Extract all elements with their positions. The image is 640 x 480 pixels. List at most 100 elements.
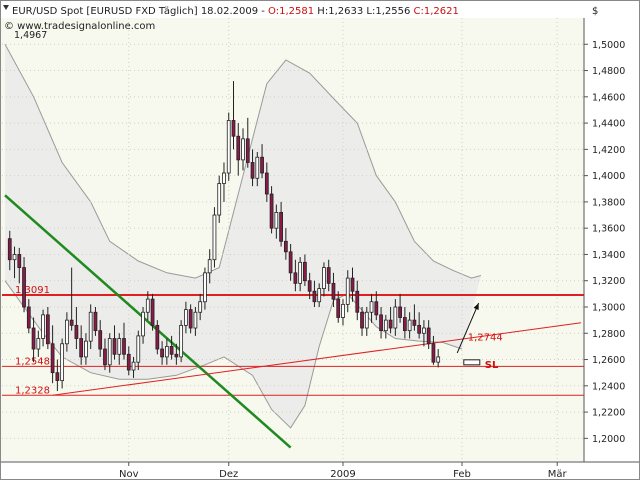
- close-label: C:: [410, 6, 424, 17]
- y-tick-label: 1,4200: [592, 145, 625, 156]
- candle-body: [355, 290, 360, 313]
- candle-body: [279, 212, 283, 242]
- symbol-label: EUR/USD Spot [EURUSD FXD Täglich] 18.02.…: [12, 6, 268, 17]
- y-tick-label: 1,3000: [592, 302, 625, 313]
- level-label: 1,2548: [15, 356, 50, 367]
- candle-body: [17, 254, 22, 268]
- candle-body: [188, 309, 193, 329]
- y-tick-label: 1,4800: [592, 66, 625, 77]
- high-value: 1,2633: [328, 6, 363, 17]
- candle-body: [369, 301, 374, 313]
- candle-body: [145, 298, 150, 313]
- candle-body: [88, 311, 93, 342]
- candle-body: [426, 327, 431, 345]
- level-label: 1,3091: [15, 285, 50, 296]
- candle-body: [436, 356, 441, 363]
- candle-body: [245, 138, 250, 163]
- candle-body: [331, 282, 336, 300]
- candle-body: [303, 261, 307, 282]
- low-value: 1,2556: [375, 6, 410, 17]
- candle-body: [193, 311, 198, 329]
- y-tick-label: 1,2000: [592, 434, 625, 445]
- candle-body: [226, 120, 231, 174]
- candle-body: [141, 311, 145, 337]
- candle-body: [126, 353, 131, 371]
- x-tick-label: Dez: [219, 469, 238, 480]
- candle-body: [79, 338, 84, 358]
- candle-body: [231, 120, 236, 137]
- price-annotation: 1,2744: [468, 333, 503, 344]
- candle-body: [422, 327, 426, 334]
- candle-body: [36, 338, 41, 350]
- forecast-arrow-head-icon: [473, 303, 479, 311]
- y-tick-label: 1,2400: [592, 381, 625, 392]
- candle-body: [393, 306, 398, 329]
- candle-body: [322, 267, 326, 290]
- candle-body: [298, 261, 303, 284]
- candle-body: [255, 156, 260, 179]
- candle-body: [402, 317, 407, 332]
- candle-body: [7, 238, 12, 261]
- close-value: 1,2621: [424, 6, 459, 17]
- candle-body: [12, 254, 17, 261]
- y-tick-label: 1,4600: [592, 92, 625, 103]
- candle-body: [179, 324, 184, 358]
- y-tick-label: 1,2800: [592, 329, 625, 340]
- candle-body: [260, 156, 264, 174]
- candle-body: [250, 162, 255, 179]
- candle-body: [293, 272, 298, 284]
- x-tick-label: 2009: [330, 469, 355, 480]
- candle-body: [174, 353, 179, 358]
- candle-body: [26, 306, 31, 329]
- stop-loss-label: SL: [485, 360, 499, 371]
- candle-body: [198, 301, 203, 313]
- candle-body: [45, 314, 50, 345]
- candle-body: [326, 267, 331, 284]
- candle-body: [412, 319, 417, 326]
- y-tick-label: 1,3600: [592, 224, 625, 235]
- candle-body: [379, 314, 383, 332]
- candle-body: [131, 361, 136, 371]
- candle-body: [417, 324, 422, 334]
- candle-body: [431, 343, 436, 363]
- y-tick-label: 1,3200: [592, 276, 625, 287]
- open-value: 1,2581: [279, 6, 314, 17]
- candle-body: [212, 214, 217, 261]
- candle-body: [288, 251, 293, 274]
- candle-body: [283, 240, 288, 253]
- candle-body: [203, 272, 207, 303]
- candle-body: [269, 193, 274, 229]
- candle-body: [65, 319, 69, 345]
- candle-body: [31, 327, 36, 350]
- chart-menu-arrow-icon[interactable]: [3, 5, 9, 10]
- stop-loss-box: [463, 359, 481, 366]
- candle-body: [374, 301, 379, 316]
- candle-body: [122, 338, 126, 355]
- candle-body: [98, 330, 103, 350]
- candle-body: [55, 372, 60, 381]
- candle-body: [169, 346, 174, 355]
- x-tick-label: Nov: [119, 469, 139, 480]
- candle-body: [360, 311, 364, 329]
- candle-body: [207, 259, 212, 274]
- forecast-arrow-line: [456, 302, 480, 354]
- website-credit: © www.tradesignalonline.com: [4, 21, 155, 32]
- candle-body: [341, 303, 345, 318]
- chart-header: EUR/USD Spot [EURUSD FXD Täglich] 18.02.…: [3, 5, 598, 41]
- ghost-price-label: 1,4967: [14, 30, 47, 41]
- support-trendline: [52, 322, 582, 396]
- candle-body: [264, 172, 269, 195]
- y-tick-label: 1,4000: [592, 171, 625, 182]
- candle-body: [184, 309, 188, 326]
- level-label: 1,2328: [15, 385, 50, 396]
- candle-body: [69, 319, 74, 326]
- y-tick-label: 1,2200: [592, 408, 625, 419]
- y-tick-label: 1,3400: [592, 250, 625, 261]
- candle-body: [160, 348, 164, 358]
- x-tick-label: Feb: [453, 469, 471, 480]
- candle-body: [22, 267, 26, 308]
- candle-body: [41, 314, 45, 339]
- candle-body: [217, 183, 222, 216]
